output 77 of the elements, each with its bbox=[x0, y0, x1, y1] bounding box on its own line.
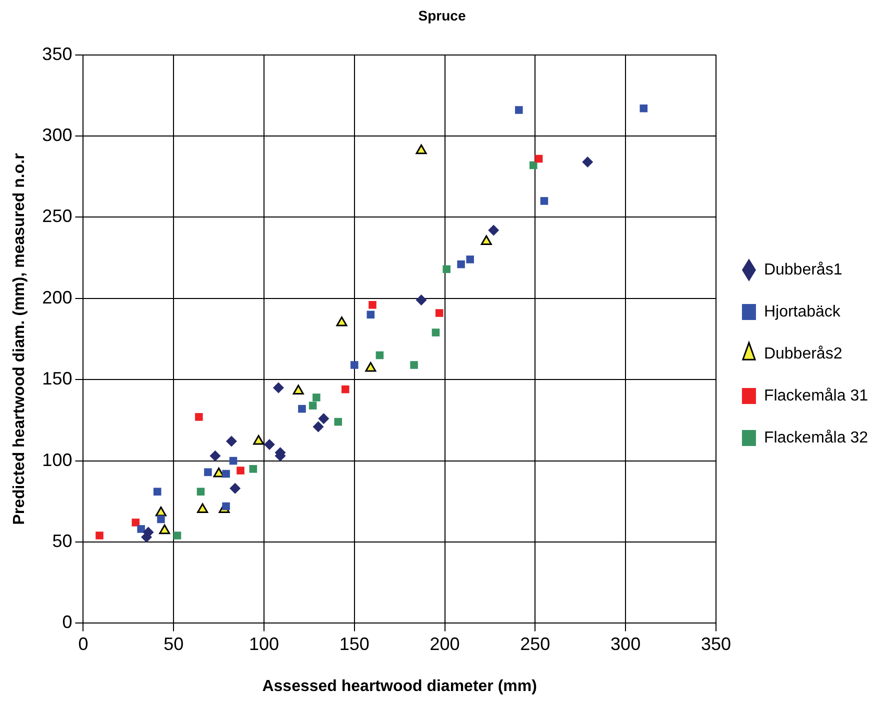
point bbox=[488, 224, 500, 236]
point bbox=[132, 518, 140, 526]
point bbox=[318, 413, 330, 424]
legend-label: Flackemåla 31 bbox=[764, 387, 868, 404]
point bbox=[350, 361, 358, 369]
y-tick-label: 0 bbox=[62, 612, 72, 632]
point bbox=[159, 524, 170, 534]
y-tick-label: 100 bbox=[42, 450, 72, 470]
point bbox=[264, 439, 275, 450]
point bbox=[466, 256, 474, 264]
point bbox=[366, 310, 375, 319]
x-tick-label: 50 bbox=[164, 634, 184, 654]
point bbox=[157, 515, 165, 524]
legend-label: Dubberås1 bbox=[764, 261, 842, 278]
point bbox=[529, 161, 538, 170]
point bbox=[196, 488, 205, 496]
point bbox=[376, 351, 384, 360]
point bbox=[292, 384, 304, 394]
point bbox=[236, 466, 244, 474]
point bbox=[312, 421, 324, 432]
point bbox=[195, 413, 203, 421]
point bbox=[308, 402, 317, 410]
x-tick-label: 100 bbox=[248, 634, 280, 654]
point bbox=[432, 328, 440, 336]
point bbox=[298, 404, 306, 413]
point bbox=[480, 235, 492, 246]
point bbox=[368, 301, 376, 309]
x-tick-label: 200 bbox=[430, 634, 460, 654]
point bbox=[173, 532, 182, 540]
point bbox=[457, 260, 465, 268]
legend-label: Flackemåla 32 bbox=[764, 429, 868, 446]
point bbox=[222, 470, 230, 478]
point bbox=[253, 435, 264, 445]
y-tick-label: 50 bbox=[52, 530, 72, 551]
point bbox=[640, 104, 648, 112]
x-tick-label: 300 bbox=[610, 634, 641, 654]
point bbox=[534, 154, 543, 163]
legend-label: Dubberås2 bbox=[764, 345, 842, 362]
x-tick-label: 250 bbox=[520, 634, 550, 654]
point bbox=[272, 382, 284, 394]
point bbox=[416, 294, 427, 306]
point bbox=[365, 362, 376, 372]
point bbox=[336, 316, 348, 326]
point bbox=[312, 394, 320, 402]
point bbox=[582, 156, 594, 168]
point bbox=[435, 309, 444, 317]
point bbox=[210, 450, 221, 462]
x-tick-label: 150 bbox=[339, 634, 370, 654]
y-tick-label: 250 bbox=[42, 206, 72, 226]
point bbox=[515, 106, 523, 114]
x-tick-label: 350 bbox=[700, 634, 731, 654]
legend-label: Hjortabäck bbox=[764, 303, 842, 320]
point bbox=[334, 418, 342, 426]
y-tick-label: 200 bbox=[42, 287, 72, 308]
y-axis-title: Predicted heartwood diam. (mm), measured n.o.r bbox=[11, 153, 28, 525]
y-tick-label: 350 bbox=[42, 44, 72, 64]
point bbox=[540, 197, 548, 205]
y-tick-label: 300 bbox=[42, 124, 72, 145]
point bbox=[226, 436, 237, 447]
x-axis-title: Assessed heartwood diameter (mm) bbox=[262, 678, 537, 695]
point bbox=[204, 468, 212, 476]
point bbox=[230, 482, 241, 494]
point bbox=[410, 361, 418, 369]
point bbox=[416, 144, 427, 154]
chart-title: Spruce bbox=[418, 7, 466, 24]
y-tick-label: 150 bbox=[42, 368, 72, 389]
point bbox=[341, 385, 350, 394]
point bbox=[222, 502, 230, 510]
point bbox=[197, 503, 208, 514]
point bbox=[155, 506, 166, 516]
point bbox=[137, 525, 145, 533]
point bbox=[442, 265, 450, 274]
point bbox=[96, 532, 104, 540]
point bbox=[153, 488, 162, 496]
point bbox=[249, 465, 258, 473]
point bbox=[229, 456, 238, 465]
x-tick-label: 0 bbox=[78, 634, 88, 654]
